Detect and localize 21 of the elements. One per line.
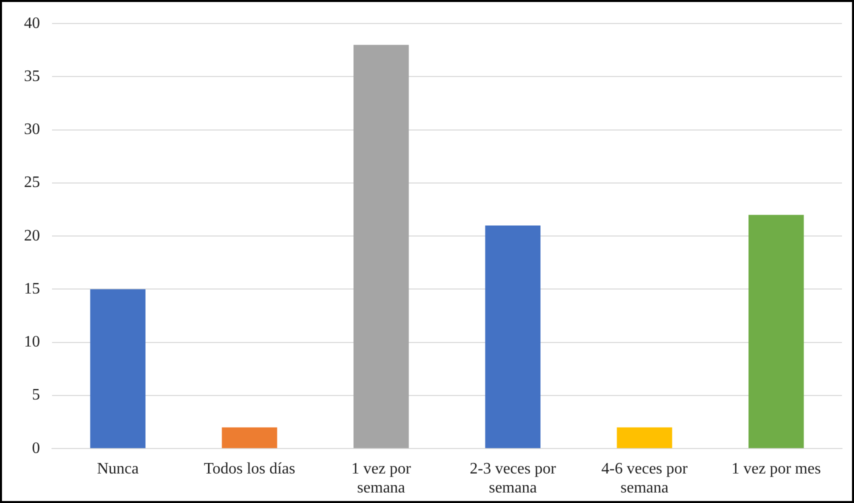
y-tick-label: 15 — [24, 280, 40, 298]
y-tick-label: 10 — [24, 334, 40, 351]
y-tick-label: 0 — [32, 440, 40, 457]
x-tick-label: 1 vez por semana — [351, 460, 412, 497]
bar — [222, 427, 278, 448]
y-tick-label: 5 — [32, 386, 40, 404]
y-tick-label: 20 — [24, 227, 40, 244]
y-tick-label: 40 — [24, 14, 40, 32]
x-tick-label: 2-3 veces por semana — [470, 460, 557, 497]
bar — [90, 289, 146, 448]
bar — [485, 225, 540, 448]
x-tick-label: 1 vez por mes — [732, 460, 821, 478]
x-tick-label: 4-6 veces por semana — [601, 460, 688, 497]
y-tick-label: 30 — [24, 121, 40, 138]
y-tick-label: 35 — [24, 68, 40, 85]
bar — [616, 427, 672, 448]
bar — [354, 44, 409, 448]
y-tick-label: 25 — [24, 174, 40, 192]
x-tick-label: Nunca — [96, 460, 139, 478]
x-tick-label: Todos los días — [204, 460, 296, 478]
bar — [748, 214, 804, 448]
